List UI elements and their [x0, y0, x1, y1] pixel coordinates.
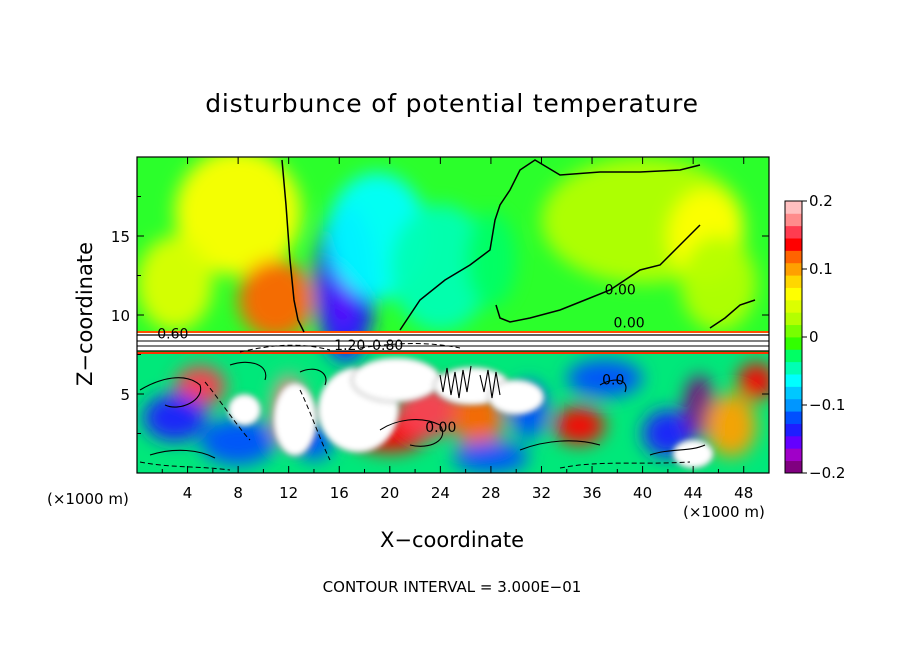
y-tick-label: 15 — [111, 228, 130, 246]
colorbar-tick-label: 0.1 — [809, 260, 833, 278]
colorbar-segment — [785, 411, 802, 424]
colorbar-segment — [785, 312, 802, 326]
inversion-white-band — [137, 333, 769, 351]
x-tick-label: 8 — [233, 484, 243, 502]
x-tick-label: 24 — [431, 484, 450, 502]
colorbar-tick-label: 0.2 — [809, 192, 833, 210]
field-blob-6 — [389, 204, 491, 331]
field-blob-7 — [465, 212, 517, 308]
y-tick-label: 5 — [120, 386, 130, 404]
white-region-2 — [351, 357, 441, 403]
contour-label-2: 0.80 — [372, 338, 403, 354]
x-unit-left: (×1000 m) — [47, 490, 129, 508]
colorbar-segment — [785, 337, 802, 350]
contour-label-1: 1.20 — [334, 338, 365, 354]
y-tick-label: 10 — [111, 307, 130, 325]
colorbar-segment — [785, 448, 802, 462]
field-blob-19 — [453, 441, 529, 473]
contour-label-0: 0.60 — [157, 327, 188, 343]
colorbar-tick-label: −0.1 — [809, 396, 845, 414]
x-tick-label: 48 — [734, 484, 753, 502]
plot-area: 0.60 1.20 0.80 0.00 0.00 0.00 0.0 — [137, 157, 769, 473]
colorbar-tick-label: 0 — [809, 328, 819, 346]
lower-contours — [139, 361, 706, 459]
contour-label-5: 0.00 — [425, 420, 456, 436]
x-tick-label: 40 — [633, 484, 652, 502]
colorbar-segment — [785, 361, 802, 375]
x-tick-label: 12 — [279, 484, 298, 502]
colorbar-segment — [785, 460, 802, 474]
colorbar-segment — [785, 225, 802, 239]
negative-dashed-contours — [139, 343, 691, 471]
field-blob-10 — [680, 236, 757, 331]
inversion-band — [137, 331, 769, 354]
colorbar-segment — [785, 423, 802, 437]
colorbar: 0.2 0.1 0 −0.1 −0.2 — [784, 192, 845, 482]
field-blob-22 — [566, 359, 643, 398]
white-region-0 — [273, 382, 317, 457]
colorbar-segment — [785, 435, 802, 449]
field-blob-21 — [554, 406, 605, 445]
colorbar-segment — [785, 287, 802, 301]
colorbar-segment — [785, 299, 802, 313]
white-region-6 — [672, 439, 714, 469]
colorbar-segment — [785, 250, 802, 264]
contour-label-4: 0.00 — [614, 316, 645, 332]
y-axis-label: Z−coordinate — [73, 242, 97, 386]
x-tick-label: 32 — [532, 484, 551, 502]
contour-label-6: 0.0 — [602, 373, 624, 389]
colorbar-segment — [785, 398, 802, 412]
x-tick-label: 16 — [330, 484, 349, 502]
x-axis-label: X−coordinate — [380, 528, 524, 552]
field-blob-1 — [238, 259, 314, 339]
field-blob-12 — [143, 394, 207, 442]
field-blob-26 — [737, 362, 769, 401]
white-region-4 — [487, 379, 545, 416]
contour-interval-label: CONTOUR INTERVAL = 3.000E−01 — [323, 578, 582, 596]
temperature-field — [137, 157, 769, 473]
colorbar-segment — [785, 238, 802, 251]
field-blob-2 — [137, 236, 213, 331]
contour-label-3: 0.00 — [605, 282, 636, 298]
colorbar-segment — [785, 275, 802, 288]
x-tick-label: 36 — [582, 484, 601, 502]
x-tick-label: 28 — [481, 484, 500, 502]
colorbar-segment — [785, 349, 802, 363]
y-axis: 5 10 15 — [111, 196, 769, 434]
x-tick-label: 20 — [380, 484, 399, 502]
colorbar-segment — [785, 201, 802, 214]
colorbar-segment — [785, 324, 802, 338]
colorbar-segment — [785, 262, 802, 276]
colorbar-segment — [785, 374, 802, 387]
white-region-5 — [227, 393, 262, 427]
field-blob-0 — [174, 157, 302, 276]
colorbar-segment — [785, 386, 802, 400]
field-blob-13 — [200, 417, 277, 466]
zero-contour-upper — [281, 159, 756, 333]
x-tick-label: 44 — [684, 484, 703, 502]
x-axis: 4 8 12 16 20 24 28 32 36 40 44 48 — [161, 157, 753, 502]
contour-labels: 0.60 1.20 0.80 0.00 0.00 0.00 0.0 — [157, 282, 644, 435]
chart-title: disturbunce of potential temperature — [205, 89, 699, 118]
contour-white-regions — [227, 357, 714, 469]
x-tick-label: 4 — [183, 484, 193, 502]
colorbar-tick-label: −0.2 — [809, 464, 845, 482]
colorbar-segment — [785, 213, 802, 227]
field-blob-25 — [705, 394, 757, 458]
x-unit-right: (×1000 m) — [683, 503, 765, 521]
